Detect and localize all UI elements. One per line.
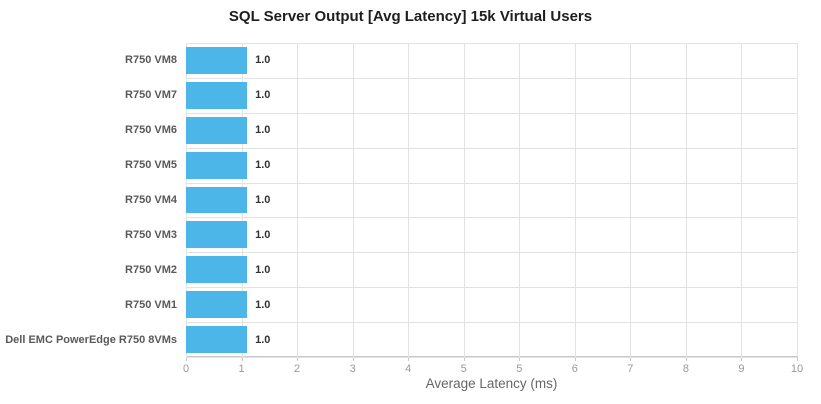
chart-title: SQL Server Output [Avg Latency] 15k Virt… (228, 8, 593, 25)
value-label: 1.0 (255, 89, 271, 102)
grid-line-vertical (352, 43, 354, 357)
x-tick-label: 2 (294, 363, 301, 375)
value-label: 1.0 (255, 124, 271, 137)
value-label: 1.0 (255, 263, 271, 276)
x-tick-label: 3 (349, 363, 356, 375)
grid-line-horizontal (186, 357, 797, 358)
x-tick-label: 5 (516, 363, 523, 375)
category-label: R750 VM4 (125, 193, 177, 206)
category-label: R750 VM6 (125, 124, 177, 137)
value-label: 1.0 (255, 228, 271, 241)
x-tick-mark (186, 357, 187, 361)
x-tick-label: 5 (460, 363, 467, 375)
latency-bar (186, 81, 248, 109)
value-label: 1.0 (255, 298, 271, 311)
x-tick-mark (519, 357, 521, 361)
grid-line-horizontal (186, 43, 797, 44)
grid-line-vertical (463, 43, 465, 357)
latency-bar (186, 151, 248, 179)
x-tick-label: 8 (682, 363, 689, 375)
x-tick-mark (463, 357, 465, 361)
latency-bar (186, 291, 248, 319)
latency-bar (186, 221, 248, 249)
grid-line-horizontal (186, 322, 797, 324)
grid-line-horizontal (186, 252, 797, 254)
value-label: 1.0 (255, 54, 271, 67)
grid-line-vertical (408, 43, 410, 357)
grid-line-vertical (574, 43, 576, 357)
x-tick-mark (797, 357, 798, 361)
grid-line-horizontal (186, 112, 797, 114)
latency-bar (186, 326, 248, 353)
value-label: 1.0 (255, 333, 271, 346)
category-label: R750 VM3 (125, 228, 177, 241)
x-axis-line (186, 356, 797, 357)
grid-line-vertical (630, 43, 632, 357)
grid-line-vertical (519, 43, 521, 357)
value-label: 1.0 (255, 159, 271, 172)
x-tick-mark (685, 357, 687, 361)
category-label: R750 VM1 (125, 298, 177, 311)
x-axis-title: Average Latency (ms) (425, 376, 558, 391)
latency-bar (186, 186, 248, 214)
x-tick-label: 6 (571, 363, 578, 375)
grid-line-horizontal (186, 147, 797, 149)
grid-line-horizontal (186, 77, 797, 79)
grid-line-vertical (685, 43, 687, 357)
plot-area: 0 1 2 3 4 5 5 6 7 8 9 10 R750 VM8 1.0 R750 VM7 1.0 R750 … (5, 43, 803, 375)
x-tick-label: 10 (790, 363, 804, 375)
grid-line-horizontal (186, 287, 797, 289)
x-tick-label: 1 (238, 363, 245, 375)
latency-bar (186, 47, 248, 74)
category-label: R750 VM5 (125, 159, 177, 172)
latency-bar (186, 116, 248, 144)
category-label: R750 VM7 (125, 89, 177, 102)
value-label: 1.0 (255, 193, 271, 206)
x-tick-mark (297, 357, 299, 361)
category-label: R750 VM8 (125, 54, 177, 67)
category-label: Dell EMC PowerEdge R750 8VMs (5, 333, 177, 346)
x-tick-mark (630, 357, 632, 361)
x-tick-label: 7 (627, 363, 634, 375)
x-tick-label: 9 (738, 363, 745, 375)
x-tick-mark (574, 357, 576, 361)
grid-line-horizontal (186, 217, 797, 219)
x-tick-mark (352, 357, 354, 361)
x-tick-mark (241, 357, 243, 361)
x-tick-label: 4 (405, 363, 412, 375)
x-tick-mark (741, 357, 743, 361)
grid-line-vertical (797, 43, 798, 357)
latency-bar (186, 256, 248, 284)
grid-line-horizontal (186, 182, 797, 184)
category-label: R750 VM2 (125, 263, 177, 276)
grid-line-vertical (297, 43, 299, 357)
grid-line-vertical (741, 43, 743, 357)
x-tick-mark (408, 357, 410, 361)
x-tick-label: 0 (182, 363, 190, 375)
